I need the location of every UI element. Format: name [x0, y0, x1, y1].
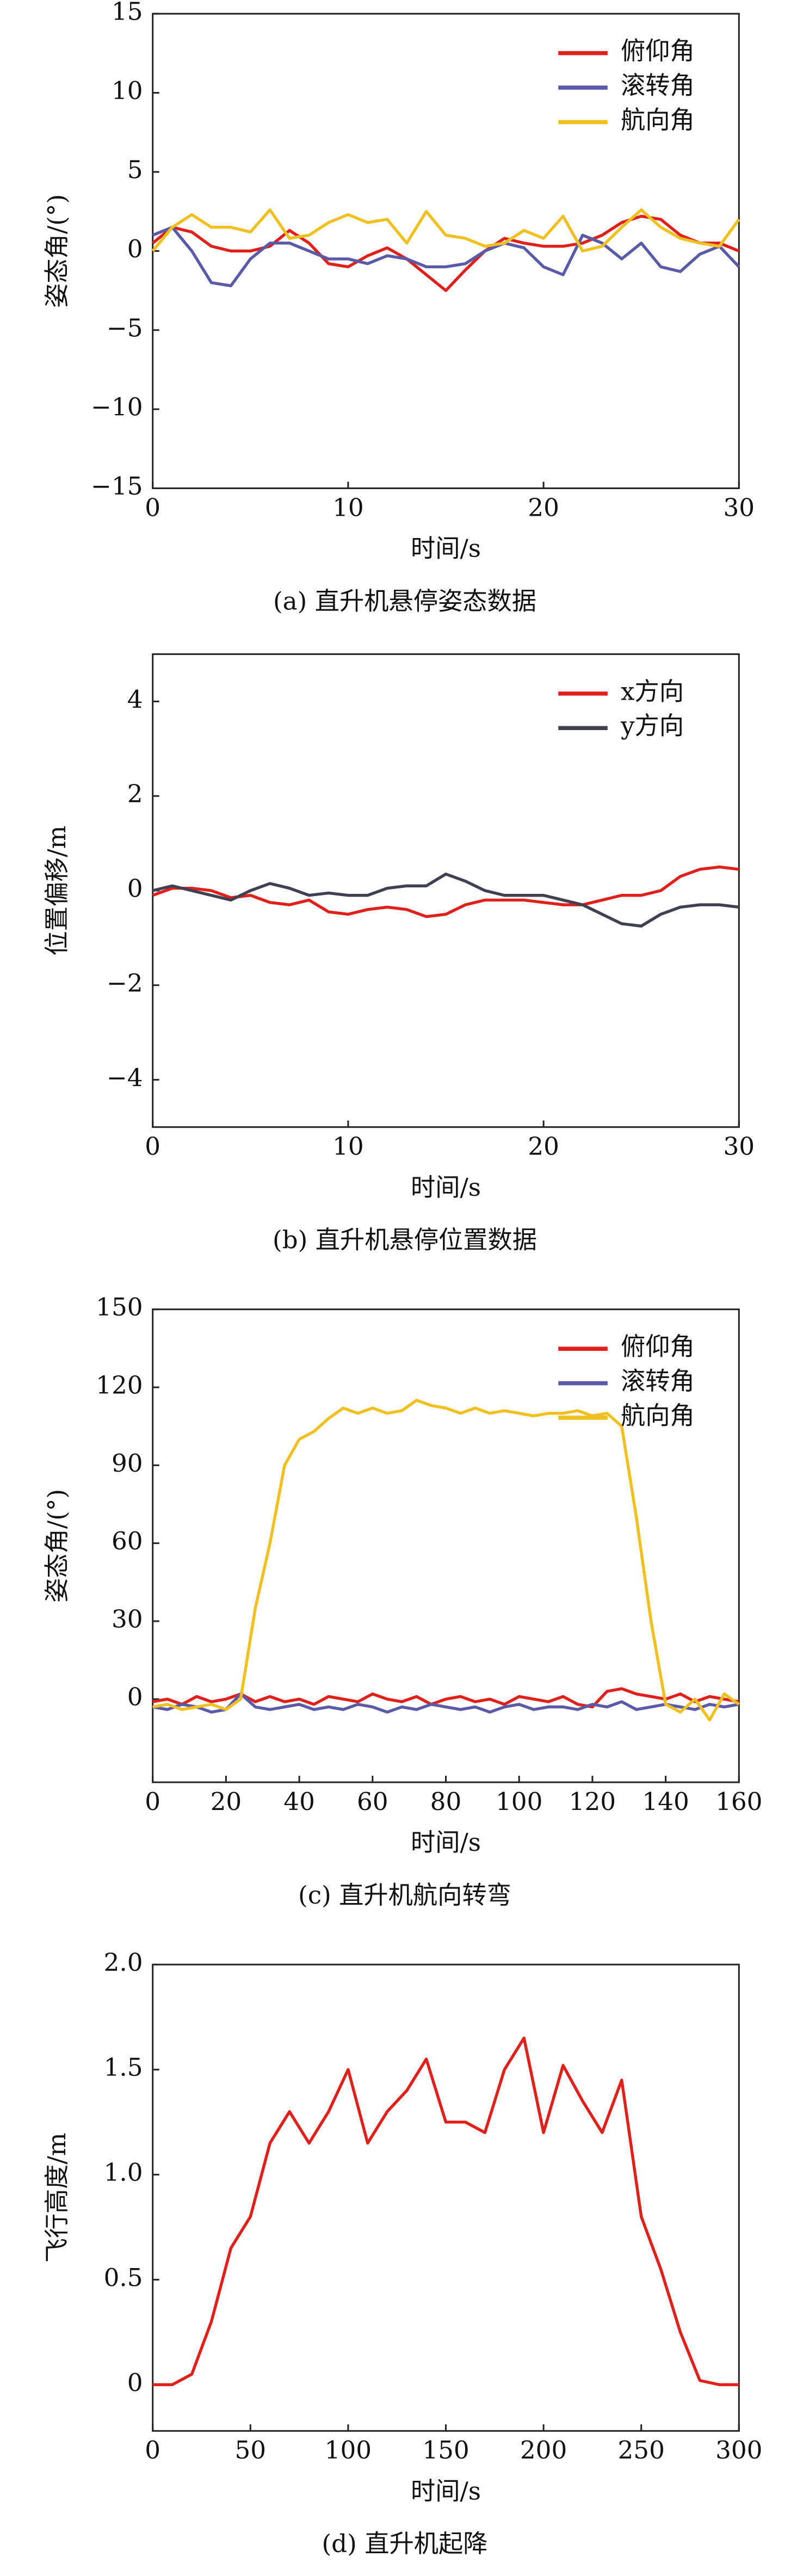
- data-line: [152, 226, 740, 288]
- data-line: [152, 214, 740, 292]
- x-tick-label: 80: [430, 1787, 462, 1816]
- legend-label: x方向: [621, 677, 684, 706]
- y-tick-label: −10: [91, 393, 143, 422]
- caption: (a) 直升机悬停姿态数据: [273, 586, 536, 615]
- x-tick-label: 200: [520, 2436, 567, 2464]
- data-line: [152, 1687, 739, 1709]
- y-tick-label: 2: [127, 780, 143, 808]
- data-line: [152, 2036, 739, 2387]
- y-tick-label: 1.0: [104, 2158, 143, 2187]
- legend-label: 俯仰角: [621, 36, 695, 65]
- x-axis-label: 时间/s: [411, 534, 481, 563]
- y-tick-label: −2: [107, 968, 143, 997]
- y-tick-label: 5: [127, 155, 143, 184]
- x-axis-label: 时间/s: [411, 2477, 481, 2506]
- x-tick-label: 60: [357, 1787, 388, 1816]
- x-tick-label: 20: [528, 1132, 559, 1160]
- x-tick-label: 0: [145, 493, 160, 522]
- y-tick-label: 30: [112, 1604, 143, 1633]
- y-axis-label: 姿态角/(°): [42, 194, 71, 308]
- y-tick-label: 0: [127, 234, 143, 263]
- legend-label: 航向角: [621, 1401, 695, 1430]
- y-tick-label: 0.5: [104, 2263, 143, 2292]
- caption: (b) 直升机悬停位置数据: [273, 1225, 537, 1254]
- y-tick-label: 4: [127, 685, 143, 714]
- x-axis-label: 时间/s: [411, 1173, 481, 1202]
- data-line: [151, 208, 740, 253]
- x-tick-label: 30: [723, 493, 755, 522]
- x-tick-label: 10: [332, 493, 364, 522]
- x-tick-label: 30: [723, 1132, 755, 1160]
- x-tick-label: 140: [642, 1787, 689, 1816]
- x-tick-label: 120: [569, 1787, 616, 1816]
- y-tick-label: 120: [96, 1371, 143, 1400]
- y-tick-label: 10: [112, 76, 143, 105]
- data-line: [152, 1399, 740, 1722]
- legend-label: 滚转角: [621, 1367, 695, 1395]
- legend-label: y方向: [620, 712, 684, 740]
- x-tick-label: 50: [235, 2436, 267, 2464]
- x-tick-label: 40: [283, 1787, 315, 1816]
- y-tick-label: 60: [112, 1527, 143, 1555]
- y-tick-label: 150: [96, 1293, 143, 1321]
- x-axis-label: 时间/s: [411, 1828, 481, 1857]
- x-tick-label: 100: [496, 1787, 542, 1816]
- y-tick-label: −4: [107, 1063, 143, 1092]
- x-tick-label: 160: [715, 1787, 762, 1816]
- y-tick-label: 2.0: [104, 1948, 143, 1977]
- y-tick-label: 0: [127, 1683, 143, 1712]
- legend-label: 滚转角: [621, 71, 695, 100]
- x-tick-label: 150: [422, 2436, 469, 2464]
- y-tick-label: 1.5: [104, 2053, 143, 2082]
- caption: (d) 直升机起降: [322, 2529, 488, 2558]
- x-tick-label: 0: [145, 2436, 160, 2464]
- y-tick-label: 0: [127, 2368, 143, 2397]
- data-line: [152, 865, 739, 918]
- y-axis-label: 位置偏移/m: [42, 825, 71, 955]
- x-tick-label: 250: [617, 2436, 664, 2464]
- y-axis-label: 姿态角/(°): [42, 1489, 71, 1603]
- y-tick-label: −5: [107, 313, 143, 342]
- x-tick-label: 10: [332, 1132, 364, 1160]
- x-tick-label: 0: [145, 1132, 160, 1160]
- x-tick-label: 20: [528, 493, 559, 522]
- y-tick-label: −15: [91, 472, 143, 501]
- caption: (c) 直升机航向转弯: [298, 1881, 511, 1910]
- y-tick-label: 0: [127, 874, 143, 903]
- legend-label: 航向角: [621, 106, 695, 134]
- data-line: [152, 1692, 739, 1714]
- x-tick-label: 20: [211, 1787, 242, 1816]
- x-tick-label: 300: [715, 2436, 762, 2464]
- plot-frame: [152, 1963, 740, 2432]
- legend-label: 俯仰角: [621, 1332, 695, 1361]
- y-tick-label: 90: [112, 1449, 143, 1478]
- x-tick-label: 100: [325, 2436, 372, 2464]
- y-axis-label: 飞行高度/m: [42, 2133, 71, 2263]
- y-tick-label: 15: [112, 0, 143, 26]
- data-line: [152, 872, 739, 928]
- x-tick-label: 0: [145, 1787, 160, 1816]
